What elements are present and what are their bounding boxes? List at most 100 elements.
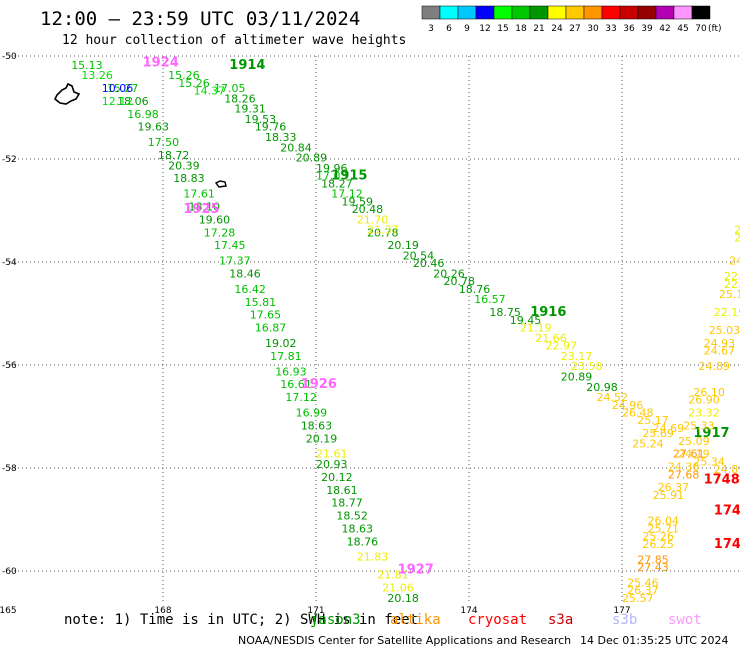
axis-ticks: -50 -52 -54 -56 -58 -60 165 168 171 174 177 [0,52,631,616]
x-tick-label: 177 [613,606,630,616]
wave-height-label: 20.19 [387,239,419,252]
pass-time-label: 1748 [704,472,740,487]
wave-height-label: 17.03 [316,170,348,183]
legend-bin-label: 36 [623,24,635,34]
wave-height-label: 17.37 [219,255,251,268]
wave-height-label: 20.89 [296,152,328,165]
wave-height-label: 24.19 [678,448,710,461]
legend-bin-label: 39 [641,24,653,34]
legend-bin-label: 24 [551,24,563,34]
pass-time-label: 1917 [693,426,729,441]
pass-time-label: 1914 [229,58,265,73]
wave-height-label: 14.37 [194,85,226,98]
wave-height-label: 19.02 [265,337,297,350]
wave-height-label: 22.67 [734,231,740,244]
wave-height-label: 27.43 [637,561,669,574]
wave-height-label: 18.33 [265,131,297,144]
wave-height-label: 27.61 [673,448,705,461]
wave-height-label: 23.24 [734,224,740,237]
wave-height-label: 16.99 [296,407,328,420]
wave-height-label: 25.71 [648,522,680,535]
page-subtitle: 12 hour collection of altimeter wave hei… [62,33,407,48]
wave-height-label: 18.27 [321,177,353,190]
wave-height-label: 21.19 [520,322,552,335]
wave-height-label: 26.04 [648,515,680,528]
wave-height-label: 20.26 [433,267,465,280]
wave-height-label: 17.45 [214,239,246,252]
legend-swatch [619,5,639,20]
legend-swatch [547,5,567,20]
legend-swatch [565,5,585,20]
wave-height-label: 24.89 [699,360,731,373]
wave-height-label: 18.52 [336,510,368,523]
wave-height-label: 25.17 [637,414,669,427]
wave-height-label: 17.65 [250,309,282,322]
wave-height-label: 25.57 [622,592,654,605]
legend-swatch [691,5,711,20]
wave-height-label: 13.26 [81,69,113,82]
footer-note: note: 1) Time is in UTC; 2) SWH is in fe… [64,612,419,628]
y-tick-label: -60 [2,567,17,577]
grid-lines [10,55,740,602]
legend-swatch [655,5,675,20]
legend-bin-label: 12 [479,24,490,34]
x-tick-label: 171 [307,606,324,616]
wave-height-label: 19.45 [510,314,542,327]
land-outline [53,82,227,188]
wave-height-label: 19.76 [255,121,286,134]
y-tick-label: -52 [2,155,17,165]
x-tick-label: 165 [0,606,17,616]
pass-time-label: 1916 [530,305,566,320]
wave-height-label: 15.81 [245,296,277,309]
wave-height-label: 20.54 [403,249,435,262]
wave-height-label: 22.63 [724,278,740,291]
wave-height-label: 12.12 [102,95,134,108]
wave-height-label: 21.06 [382,582,414,595]
wave-height-label: 15.26 [178,77,210,90]
y-tick-label: -58 [2,464,17,474]
wave-height-label: 20.84 [280,141,312,154]
wave-height-label: 17.28 [204,226,236,239]
pass-time-label: 1749 [714,537,740,552]
page-title: 12:00 — 23:59 UTC 03/11/2024 [40,8,361,30]
legend-bin-label: 30 [587,24,599,34]
legend-swatch [529,5,549,20]
wave-height-label: 16.61 [280,378,312,391]
wave-height-label: 17.61 [183,188,215,201]
wave-height-label: 18.77 [331,497,363,510]
wave-height-label: 21.70 [357,213,389,226]
wave-height-label: 21.83 [357,551,389,564]
wave-height-label: 23.32 [688,407,720,420]
wave-height-label: 20.19 [306,432,338,445]
wave-height-label: 20.78 [367,226,399,239]
wave-height-label: 18.75 [489,306,521,319]
wave-height-label: 22.97 [546,340,578,353]
wave-height-label: 27.85 [637,553,669,566]
wave-height-label: 25.33 [683,419,715,432]
mission-label-s3a: s3a [548,612,574,628]
wave-height-label: 17.50 [148,136,180,149]
legend-bin-label: 15 [497,24,508,34]
legend-swatch [421,5,441,20]
wave-height-label: 25.46 [627,576,659,589]
wave-height-label: 24.36 [668,461,700,474]
data-points: 191417.0518.2619.3119.5319.7618.3320.842… [71,55,740,605]
wave-height-label: 25.11 [719,288,740,301]
wave-height-label: 27.68 [668,468,700,481]
wave-height-label: 20.89 [561,370,593,383]
wave-height-label: 18.26 [224,92,256,105]
mission-label-s3b: s3b [612,612,638,628]
legend-swatch [511,5,531,20]
wave-height-label: 20.39 [168,159,200,172]
legend-unit: (ft) [708,24,722,34]
y-tick-label: -50 [2,52,17,62]
wave-height-label: 25.34 [693,455,725,468]
wave-height-label: 24.52 [597,391,629,404]
wave-height-label: 16.87 [255,322,286,335]
legend-bin-label: 27 [569,24,580,34]
generated-timestamp: 14 Dec 01:35:25 UTC 2024 [580,634,729,647]
legend-bin-label: 9 [464,24,470,34]
wave-height-label: 20.18 [387,592,419,605]
legend-swatch [583,5,603,20]
pass-time-label: 1925 [183,202,219,217]
